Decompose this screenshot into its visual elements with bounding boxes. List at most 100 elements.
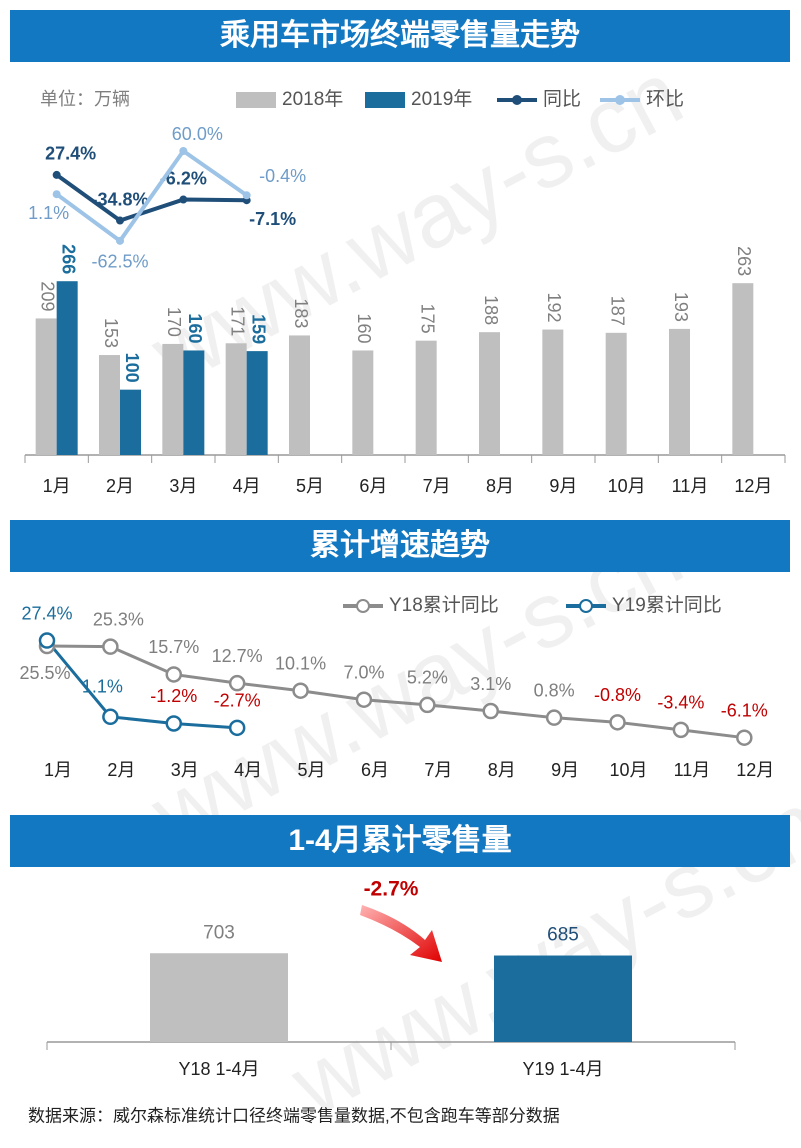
x-tick-label: 10月 — [608, 476, 646, 496]
bar — [246, 351, 268, 455]
x-tick-label: 5月 — [298, 760, 326, 780]
legend-marker — [512, 95, 522, 105]
line-value-label: 1.1% — [28, 203, 69, 223]
line-value-label: -0.8% — [594, 685, 641, 705]
line-marker — [52, 170, 61, 179]
legend-marker — [356, 599, 370, 613]
line-marker — [116, 236, 124, 245]
x-tick-label: 8月 — [488, 760, 516, 780]
x-tick-label: 9月 — [551, 760, 579, 780]
bar-value-label: 703 — [203, 922, 235, 943]
x-tick-label: 6月 — [359, 476, 387, 496]
bar-value-label: 160 — [354, 313, 374, 343]
x-tick-label: 2月 — [107, 760, 135, 780]
line-value-label: 60.0% — [172, 124, 223, 144]
line-value-label: 27.4% — [45, 144, 96, 164]
x-tick-label: 8月 — [486, 476, 514, 496]
legend-swatch — [365, 92, 405, 108]
line-value-label: 25.5% — [19, 663, 70, 683]
line-marker — [165, 715, 183, 732]
line-marker — [419, 696, 436, 714]
x-tick-label: Y18 1-4月 — [178, 1059, 259, 1079]
line-series — [55, 149, 248, 243]
x-tick-label: 6月 — [361, 760, 389, 780]
line-value-label: 5.2% — [407, 668, 448, 688]
legend-label: 环比 — [646, 88, 684, 110]
bar — [183, 350, 205, 455]
line-marker — [672, 721, 690, 739]
legend-label: Y18累计同比 — [389, 594, 499, 616]
line-marker — [102, 708, 119, 726]
line-marker — [179, 147, 188, 155]
line-value-label: -1.2% — [150, 686, 197, 706]
bar-value-label: 159 — [248, 314, 268, 344]
unit-label: 单位：万辆 — [40, 89, 130, 109]
legend-label: 2018年 — [282, 88, 343, 110]
bar-value-label: 153 — [101, 318, 121, 348]
bar-value-label: 188 — [481, 295, 501, 325]
legend-label: 2019年 — [411, 88, 472, 110]
title-banner — [10, 520, 790, 572]
line-marker — [545, 709, 563, 726]
x-tick-label: 1月 — [44, 760, 72, 780]
bar-value-label: 209 — [37, 281, 57, 311]
legend-label: 同比 — [543, 88, 581, 110]
line-value-label: -62.5% — [91, 252, 148, 272]
line-marker — [482, 702, 499, 720]
bar — [289, 335, 310, 455]
line-marker — [228, 674, 246, 692]
line-value-label: 3.1% — [470, 674, 511, 694]
line-value-label: -0.4% — [259, 166, 306, 186]
bar — [494, 955, 632, 1042]
x-tick-label: 3月 — [169, 476, 197, 496]
line-value-label: -34.8% — [91, 189, 148, 209]
x-tick-label: 9月 — [549, 476, 577, 496]
x-tick-label: 5月 — [296, 476, 324, 496]
line-marker — [609, 714, 626, 731]
x-tick-label: 7月 — [424, 760, 452, 780]
line-value-label: 25.3% — [93, 609, 144, 629]
line-value-label: -6.2% — [160, 168, 207, 188]
bar — [415, 340, 437, 455]
line-marker — [242, 191, 251, 200]
bar-value-label: 160 — [185, 313, 205, 343]
line-value-label: -2.7% — [214, 691, 261, 711]
bar — [150, 953, 288, 1042]
line-value-label: 7.0% — [343, 662, 384, 682]
bar — [605, 332, 627, 455]
chart-title: 乘用车市场终端零售量走势 — [220, 18, 580, 52]
line-value-label: 0.8% — [534, 680, 575, 700]
decrease-arrow — [360, 905, 442, 962]
chart-title: 累计增速趋势 — [310, 529, 490, 562]
bar-value-label: 685 — [547, 925, 579, 946]
x-tick-label: 12月 — [734, 476, 772, 496]
line-series — [45, 639, 238, 730]
bar-value-label: 266 — [58, 244, 78, 274]
x-tick-label: 11月 — [672, 476, 709, 496]
line-marker — [736, 729, 753, 746]
bar — [56, 281, 78, 455]
line-marker — [102, 638, 119, 655]
x-tick-label: 2月 — [106, 476, 134, 496]
line-marker — [38, 632, 56, 649]
line-series — [46, 644, 745, 740]
line-marker — [355, 691, 373, 708]
bar-value-label: 192 — [544, 293, 564, 323]
bar — [120, 389, 141, 455]
legend-marker — [615, 95, 625, 105]
line-value-label: 1.1% — [82, 677, 123, 697]
bar-value-label: 171 — [227, 306, 247, 336]
x-tick-label: 4月 — [233, 476, 261, 496]
x-tick-label: Y19 1-4月 — [522, 1059, 603, 1079]
line-value-label: -7.1% — [249, 209, 296, 229]
title-banner — [10, 815, 790, 867]
line-marker — [179, 195, 188, 204]
line-value-label: 27.4% — [21, 603, 72, 623]
bar — [35, 318, 57, 455]
bar — [99, 355, 120, 455]
line-marker — [292, 682, 309, 699]
legend-swatch — [236, 92, 276, 108]
source-note: 数据来源：威尔森标准统计口径终端零售量数据,不包含跑车等部分数据 — [28, 1106, 560, 1125]
